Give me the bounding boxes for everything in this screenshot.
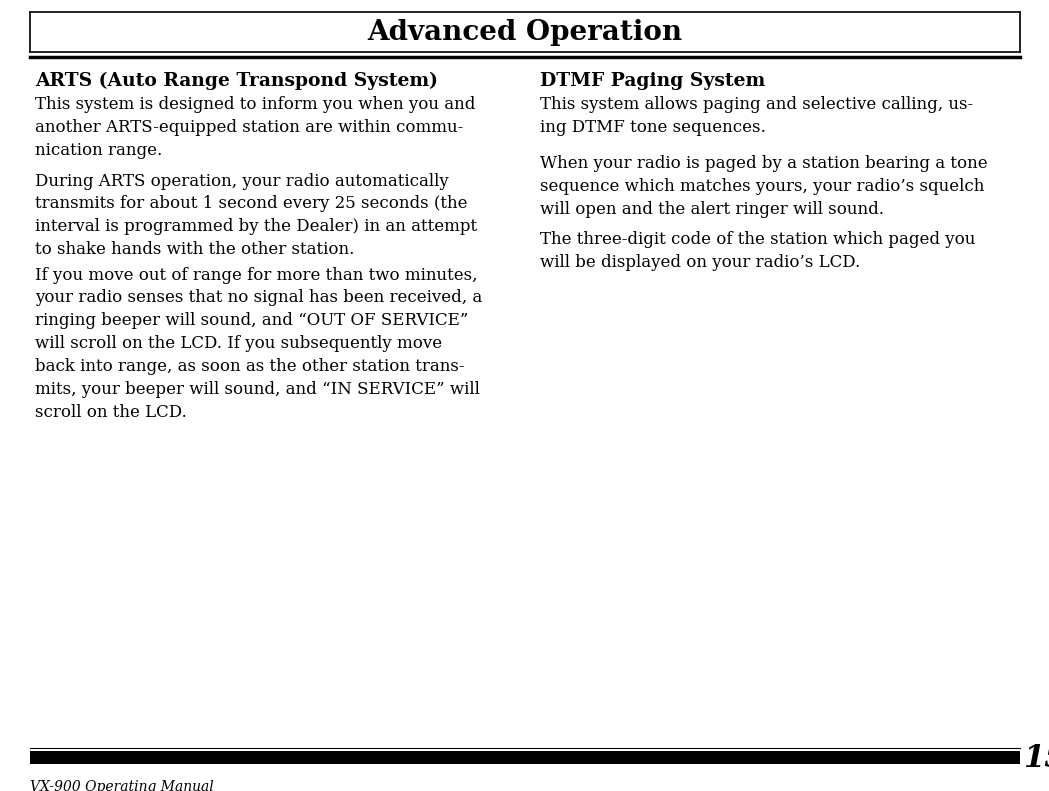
Text: During ARTS operation, your radio automatically
transmits for about 1 second eve: During ARTS operation, your radio automa… (35, 172, 477, 258)
Text: When your radio is paged by a station bearing a tone
sequence which matches your: When your radio is paged by a station be… (540, 155, 987, 218)
Text: VX-900 Operating Manual: VX-900 Operating Manual (30, 780, 214, 791)
Text: 15: 15 (1023, 743, 1049, 774)
Text: The three-digit code of the station which paged you
will be displayed on your ra: The three-digit code of the station whic… (540, 232, 976, 271)
Text: If you move out of range for more than two minutes,
your radio senses that no si: If you move out of range for more than t… (35, 267, 483, 421)
Text: DTMF Paging System: DTMF Paging System (540, 72, 766, 90)
Text: Advanced Operation: Advanced Operation (367, 18, 683, 46)
Text: This system is designed to inform you when you and
another ARTS-equipped station: This system is designed to inform you wh… (35, 96, 475, 159)
Text: ARTS (Auto Range Transpond System): ARTS (Auto Range Transpond System) (35, 72, 437, 90)
Text: This system allows paging and selective calling, us-
ing DTMF tone sequences.: This system allows paging and selective … (540, 96, 973, 136)
Bar (30, 751, 1020, 764)
